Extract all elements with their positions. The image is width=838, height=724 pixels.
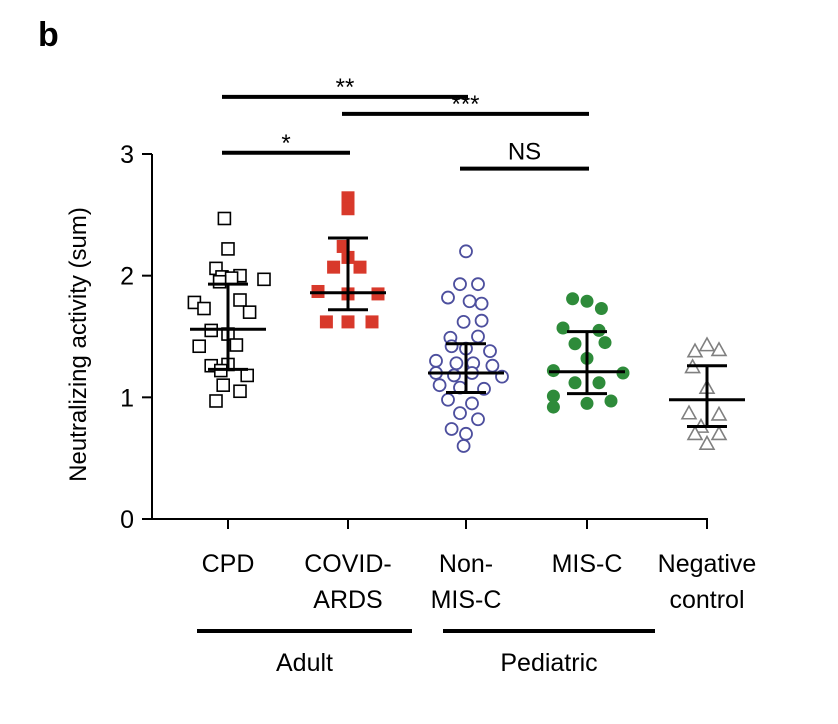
category-label-line: MIS-C [552,550,623,578]
data-point [566,292,580,306]
data-point [444,422,459,436]
category-label-line: ARDS [313,586,382,614]
data-point [453,277,467,292]
category-label-line: Negative [658,550,757,578]
y-axis-label: Neutralizing activity (sum) [65,207,92,482]
group-labels: Adult Pediatric [197,629,655,677]
data-point [444,339,459,354]
data-point [686,425,704,441]
data-point [453,406,467,421]
data-point [327,260,341,274]
data-point [456,314,471,329]
category-label-line: CPD [202,550,255,578]
data-point [680,404,698,420]
data-point [474,313,489,328]
category-label-line: Non- [439,550,493,578]
data-point [556,321,570,335]
mean-sd-bars [190,236,745,429]
category-label-line: control [669,586,744,614]
y-tick-label: 1 [120,384,134,412]
data-point [710,341,728,357]
data-point [686,342,704,358]
significance-label: NS [508,139,541,166]
data-point [483,344,497,359]
data-point [229,338,244,352]
data-point [568,337,582,351]
category-label: MIS-C [552,550,623,578]
data-point [471,412,485,427]
data-point [465,396,479,411]
data-point [546,389,560,403]
data-point [336,239,350,253]
data-point [594,302,608,316]
data-point [462,294,477,309]
data-point [242,305,257,319]
significance-brackets: ****** NS [222,74,589,171]
data-point [319,315,333,329]
data-point [429,353,443,368]
data-point [192,339,206,354]
data-point [341,202,355,216]
y-tick-label: 3 [120,141,134,169]
significance-label: ** [336,74,355,101]
category-label: Negative control [658,550,757,614]
data-point [456,439,471,453]
axes: 0 1 2 3 Neutralizing activity (sum) [65,141,708,534]
data-point [698,434,716,450]
data-point [257,272,271,287]
data-point [341,315,355,329]
category-label: Non- MIS-C [431,550,502,614]
category-label: CPD [202,550,255,578]
y-tick-label: 2 [120,263,134,291]
panel-label: b [38,16,59,54]
data-point [580,396,594,410]
y-tick-label: 0 [120,506,134,534]
data-point [474,296,489,311]
data-point [365,315,379,329]
data-point [353,260,367,274]
data-point [459,426,473,441]
data-point [209,394,223,408]
data-point [447,368,461,383]
data-point [224,271,239,285]
data-point [546,400,560,414]
data-point [216,378,230,392]
data-point [710,405,728,421]
data-point [459,244,473,259]
data-point [592,376,606,390]
category-label: COVID- ARDS [304,550,392,614]
data-point [432,378,447,393]
data-point [568,376,582,390]
data-point [598,336,612,350]
data-point [441,290,455,305]
data-point [471,329,485,344]
category-labels: CPD COVID- ARDS Non- MIS-C MIS-C Negative contr… [202,550,757,614]
data-points [187,191,728,453]
significance-label: *** [451,91,479,118]
data-point [233,384,247,399]
data-point [441,392,455,407]
data-point [212,274,227,289]
data-point [240,368,254,383]
group-label: Adult [276,649,333,677]
data-point [233,293,247,307]
data-point [217,211,232,226]
data-point [221,242,235,256]
data-point [197,301,211,316]
data-point [604,394,618,408]
data-point [471,277,485,292]
category-label-line: COVID- [304,550,392,578]
data-point [449,356,464,371]
data-point [698,336,716,352]
significance-label: * [281,130,290,157]
data-point [485,358,500,373]
category-label-line: MIS-C [431,586,502,614]
data-point [580,294,594,308]
group-label: Pediatric [500,649,597,677]
data-point [710,425,728,441]
